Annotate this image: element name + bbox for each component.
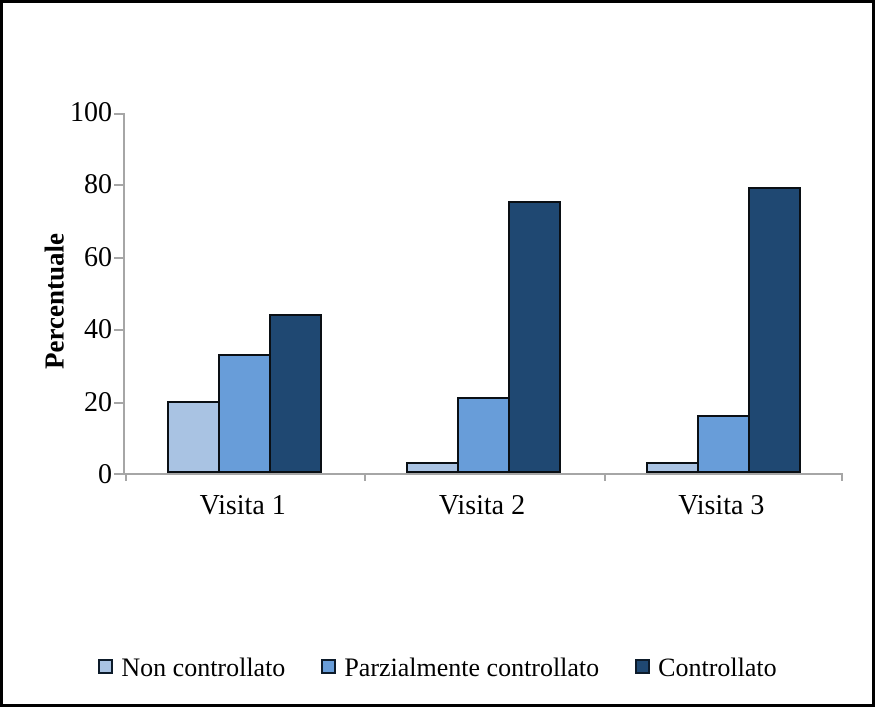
plot-area: 0 20 40 60 80 100 (70, 99, 843, 489)
bar-controllato-visita-1 (269, 314, 323, 473)
legend-label-parzialmente-controllato: Parzialmente controllato (344, 653, 600, 682)
y-tick-mark-40 (114, 329, 123, 332)
x-axis-label-visita-3: Visita 3 (678, 490, 765, 521)
x-axis-label-visita-2: Visita 2 (438, 490, 526, 521)
bar-non-controllato-visita-3 (645, 462, 699, 473)
bar-non-controllato-visita-2 (406, 462, 460, 473)
y-tick-mark-60 (114, 256, 123, 259)
y-tick-label-20: 20 (84, 386, 112, 418)
legend-item-parzialmente-controllato: Parzialmente controllato (321, 655, 599, 681)
legend-item-controllato: Controllato (635, 653, 777, 682)
legend-label-controllato: Controllato (658, 653, 777, 682)
y-axis-title: Percentuale (39, 233, 70, 369)
y-tick-label-60: 60 (84, 241, 112, 273)
bar-group-visita-3 (604, 113, 843, 473)
bar-non-controllato-visita-1 (167, 401, 221, 473)
y-tick-label-40: 40 (84, 314, 112, 346)
bar-group-visita-2 (364, 113, 603, 473)
y-tick-label-100: 100 (70, 97, 112, 128)
y-tick-mark-0 (114, 473, 123, 475)
x-axis-label-visita-1: Visita 1 (199, 490, 286, 521)
bar-controllato-visita-2 (508, 201, 562, 473)
x-boundary-tick-2 (603, 473, 606, 481)
y-tick-label-80: 80 (84, 169, 112, 201)
bar-group-visita-1 (125, 113, 364, 473)
y-tick-mark-100 (114, 113, 123, 115)
bar-parzialmente-controllato-visita-1 (218, 354, 272, 473)
bar-controllato-visita-3 (747, 187, 801, 473)
legend-swatch-parzialmente-controllato (321, 658, 337, 674)
legend-swatch-non-controllato (98, 658, 114, 674)
legend-label-non-controllato: Non controllato (121, 653, 286, 682)
legend: Non controllato Parzialmente controllato C… (3, 655, 872, 681)
y-tick-label-0: 0 (98, 459, 112, 490)
x-boundary-tick-0 (125, 473, 127, 481)
x-boundary-tick-3 (841, 473, 843, 481)
legend-item-non-controllato: Non controllato (98, 655, 285, 681)
y-tick-mark-20 (114, 401, 123, 404)
y-tick-mark-80 (114, 184, 123, 187)
bar-parzialmente-controllato-visita-2 (457, 397, 511, 473)
bar-parzialmente-controllato-visita-3 (696, 415, 750, 473)
legend-swatch-controllato (635, 658, 651, 674)
x-boundary-tick-1 (364, 473, 367, 481)
